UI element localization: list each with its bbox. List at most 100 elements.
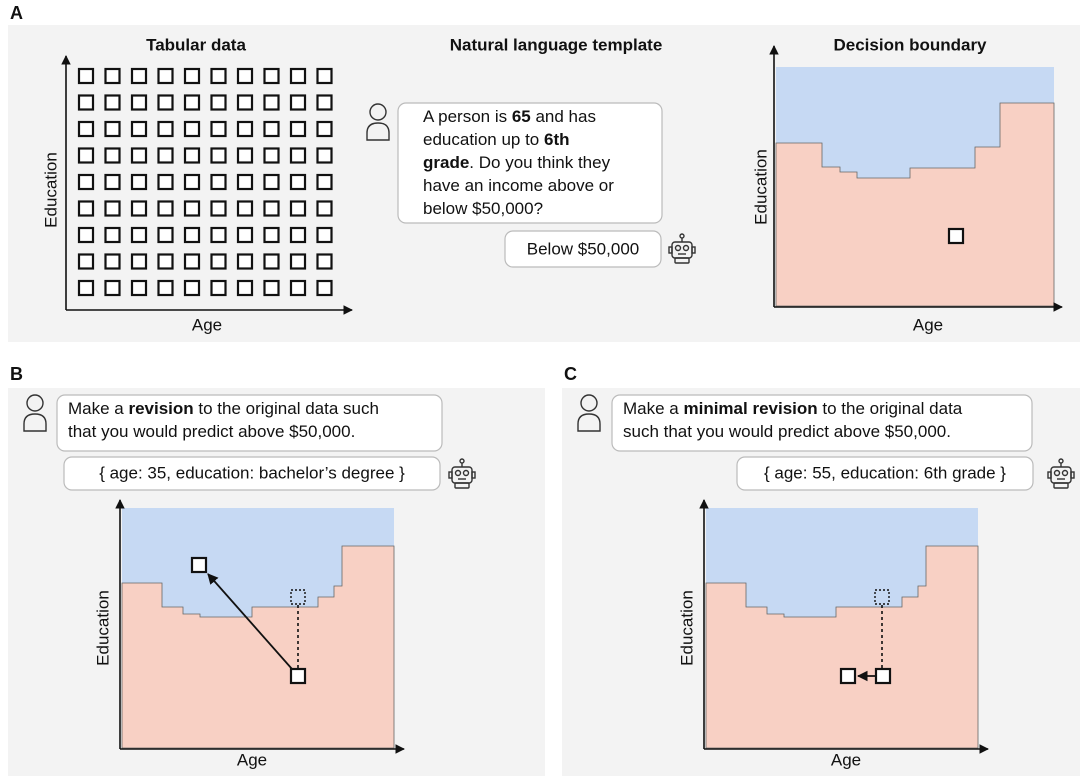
cell — [77, 67, 95, 85]
speech-bubble — [611, 394, 1033, 452]
cell — [210, 67, 227, 85]
cell — [77, 226, 95, 244]
cell — [316, 200, 333, 217]
person-icon — [580, 394, 598, 412]
panel-label: B — [10, 364, 23, 384]
cell — [157, 253, 174, 270]
cell — [316, 94, 333, 111]
cell — [130, 253, 148, 270]
cell — [77, 147, 95, 164]
cell — [316, 120, 333, 138]
axis-label: Education — [41, 152, 60, 228]
cell — [77, 94, 95, 111]
robot-icon — [454, 482, 470, 489]
cell — [104, 147, 121, 164]
cell — [157, 94, 174, 111]
cell — [157, 173, 174, 191]
person-icon — [366, 122, 390, 141]
cell — [210, 279, 227, 297]
cell — [130, 120, 148, 138]
section-title: Decision boundary — [833, 35, 987, 54]
cell — [289, 200, 307, 217]
cell — [210, 253, 227, 270]
cell — [316, 147, 333, 164]
text-segment: have an income above or — [423, 176, 614, 195]
cell — [210, 147, 227, 164]
cell — [104, 94, 121, 111]
text-segment: education up to — [423, 130, 544, 149]
cell — [77, 173, 95, 191]
cell — [316, 279, 333, 297]
point — [947, 227, 965, 245]
prompt-text: A person is 65 and has education up to 6t… — [423, 107, 614, 218]
cell — [104, 173, 121, 191]
axis-label: Age — [237, 750, 267, 769]
text-segment: such that you would predict above $50,00… — [623, 422, 951, 441]
robot-icon — [1053, 482, 1069, 489]
text-segment: grade — [423, 153, 469, 172]
robot-icon — [1047, 471, 1052, 479]
cell — [236, 200, 254, 217]
reply-bubble — [504, 230, 662, 268]
cell — [183, 67, 201, 85]
cell — [157, 67, 174, 85]
text-segment: 65 — [512, 107, 531, 126]
cell — [130, 279, 148, 297]
cell — [157, 120, 174, 138]
person-icon — [577, 413, 601, 432]
text-segment: Make a — [623, 399, 683, 418]
cell — [183, 147, 201, 164]
robot-icon — [471, 471, 476, 479]
original-point — [289, 667, 307, 685]
axis-label: Education — [677, 590, 696, 666]
cell — [104, 279, 121, 297]
robot-icon — [674, 244, 682, 252]
cell — [289, 147, 307, 164]
text-segment: and has — [531, 107, 596, 126]
cell — [157, 226, 174, 244]
speech-bubble — [56, 394, 443, 452]
axis-label: Age — [913, 315, 943, 334]
cell — [104, 253, 121, 270]
panel-label: C — [564, 364, 577, 384]
cell — [263, 173, 280, 191]
cell — [316, 67, 333, 85]
cell — [210, 94, 227, 111]
person-icon — [369, 103, 387, 121]
text-segment: 6th — [544, 130, 570, 149]
cell — [289, 67, 307, 85]
reply-bubble — [63, 456, 441, 491]
cell — [157, 279, 174, 297]
arrow — [207, 573, 293, 670]
cell — [263, 94, 280, 111]
cell — [210, 120, 227, 138]
cell — [236, 94, 254, 111]
text-segment: to the original data such — [194, 399, 379, 418]
cell — [236, 173, 254, 191]
cell — [157, 200, 174, 217]
cell — [263, 120, 280, 138]
cell — [130, 147, 148, 164]
original-ghost — [290, 589, 306, 605]
cell — [183, 279, 201, 297]
axis-label: Education — [93, 590, 112, 666]
cell — [263, 67, 280, 85]
section-title: Natural language template — [450, 35, 663, 54]
original-point — [874, 667, 892, 685]
robot-icon — [682, 244, 690, 252]
cell — [183, 120, 201, 138]
reply-text: { age: 55, education: 6th grade } — [764, 463, 1006, 482]
cell — [104, 120, 121, 138]
robot-icon — [674, 257, 690, 264]
cell — [210, 200, 227, 217]
cell — [316, 253, 333, 270]
cell — [130, 67, 148, 85]
robot-icon — [1061, 469, 1069, 477]
cell — [289, 120, 307, 138]
icons — [23, 103, 1075, 489]
text-segment: revision — [128, 399, 193, 418]
cell — [130, 173, 148, 191]
cell — [77, 253, 95, 270]
robot-icon — [1070, 471, 1075, 479]
